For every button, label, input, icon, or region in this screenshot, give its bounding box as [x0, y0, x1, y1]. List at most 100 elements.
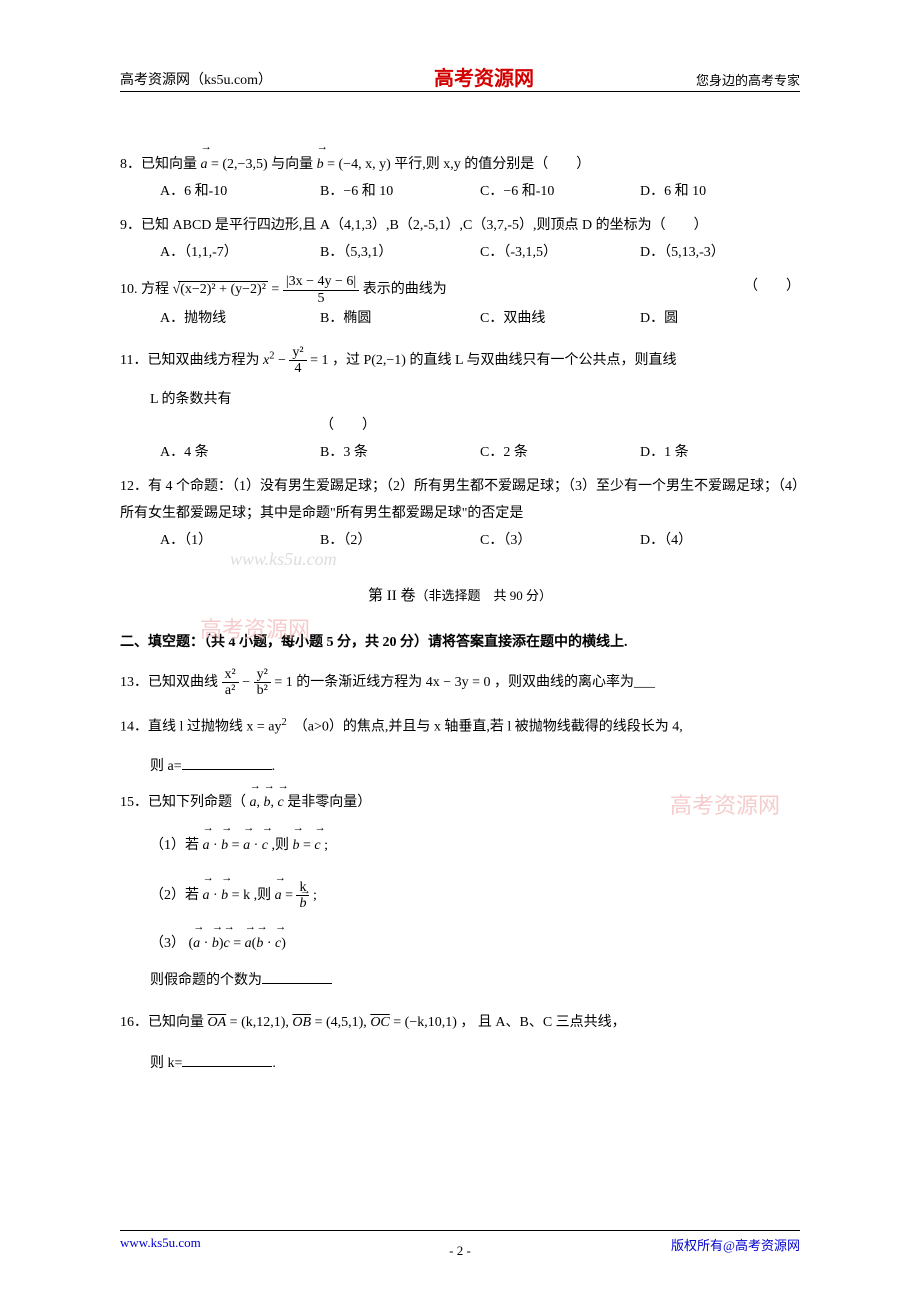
q15-p1-then: ,则: [271, 838, 292, 853]
p1-a1: a: [203, 833, 210, 860]
q13-num2: y²: [254, 667, 271, 683]
q8-options: A．6 和-10 B．−6 和 10 C．−6 和-10 D．6 和 10: [160, 179, 800, 206]
p1-a2: a: [243, 833, 250, 860]
q8-opt-a: A．6 和-10: [160, 179, 320, 206]
section-2-main: 第 II 卷: [368, 588, 416, 604]
sqrt-expr: (x−2)² + (y−2)²: [173, 277, 268, 304]
q10-eq: =: [271, 282, 282, 297]
q13-eq: = 1: [274, 675, 292, 690]
q11-den: 4: [289, 361, 306, 376]
q11-options: A．4 条 B．3 条 C．2 条 D．1 条: [160, 440, 800, 467]
q14-line1-post: （a>0）的焦点,并且与 x 轴垂直,若 l 被抛物线截得的线段长为 4,: [287, 720, 683, 735]
vec-OB: OB: [292, 1015, 311, 1030]
vec-a-15: a: [250, 790, 257, 817]
q13-stem-pre: 13．已知双曲线: [120, 675, 218, 690]
footer-url: www.ks5u.com: [120, 1235, 201, 1254]
q15-p2-k: = k ,则: [232, 888, 275, 903]
q9-opt-b: B．（5,3,1）: [320, 240, 480, 267]
q15-p2-end: ;: [313, 888, 317, 903]
p2-a2: a: [275, 883, 282, 910]
q12-opt-d: D．（4）: [640, 528, 800, 555]
p1-c1: c: [262, 833, 268, 860]
page-header: 高考资源网（ks5u.com） 高考资源网 您身边的高考专家: [120, 60, 800, 92]
p3-b2: b: [256, 931, 263, 958]
q15-stem-pre: 15．已知下列命题（: [120, 795, 246, 810]
q15-p2-pre: （2）若: [150, 888, 203, 903]
q16-ob-v: = (4,5,1),: [311, 1015, 370, 1030]
q10-num: |3x − 4y − 6|: [283, 274, 359, 290]
q11-opt-b: B．3 条: [320, 440, 480, 467]
q11-line2: L 的条数共有: [150, 392, 232, 407]
q8-stem-pre: 8．已知向量: [120, 157, 197, 172]
q13-stem-mid: 的一条渐近线方程为 4x − 3y = 0 ，则双曲线的离心率为___: [296, 675, 655, 690]
p2-b: b: [221, 883, 228, 910]
q11-num: y²: [289, 345, 306, 361]
q14-line1-pre: 14．直线 l 过抛物线 x = ay: [120, 720, 282, 735]
q12-opt-a: A．（1）: [160, 528, 320, 555]
q16-line2-wrap: 则 k=.: [150, 1051, 800, 1078]
q10-paren: （ ）: [744, 274, 800, 301]
header-left: 高考资源网（ks5u.com）: [120, 69, 272, 89]
vec-OA: OA: [208, 1015, 227, 1030]
q13-den1: a²: [222, 683, 239, 698]
header-center-logo-text: 高考资源网: [434, 62, 534, 91]
header-right: 您身边的高考专家: [696, 70, 800, 89]
q11-line2-wrap: L 的条数共有: [150, 387, 800, 414]
q15-p3-pre: （3）: [150, 936, 185, 951]
q16-oa-v: = (k,12,1),: [226, 1015, 292, 1030]
page-footer: www.ks5u.com - 2 - 版权所有@高考资源网: [120, 1230, 800, 1254]
p1-c2: c: [314, 833, 320, 860]
p3-a1: a: [193, 931, 200, 958]
q11-rhs: = 1: [310, 353, 328, 368]
q13-frac1: x² a²: [222, 667, 239, 699]
q12-options: A．（1） B．（2） C．（3） D．（4）: [160, 528, 800, 555]
q14-line2: 则 a=: [150, 759, 182, 774]
q15-p2-den: b: [296, 896, 309, 911]
q9-opt-a: A．（1,1,-7）: [160, 240, 320, 267]
q10-opt-b: B．椭圆: [320, 306, 480, 333]
q10-opt-c: C．双曲线: [480, 306, 640, 333]
q13-frac2: y² b²: [254, 667, 271, 699]
q8-stem-post: 平行,则 x,y 的值分别是（ ）: [394, 157, 590, 172]
q10-den: 5: [283, 291, 359, 306]
p3-b1: b: [212, 931, 219, 958]
q10-fraction: |3x − 4y − 6| 5: [283, 274, 359, 306]
q10-stem-post: 表示的曲线为: [363, 282, 447, 297]
q16-stem-pre: 16．已知向量: [120, 1015, 204, 1030]
p3-c1: c: [224, 931, 230, 958]
footer-copyright: 版权所有@高考资源网: [671, 1235, 800, 1254]
question-15: 15．已知下列命题（ a, b, c 是非零向量） 高考资源网 （1）若 a ·…: [120, 790, 800, 994]
q11-x2-sup: 2: [269, 350, 274, 361]
section-2-sub: （非选择题 共 90 分）: [415, 588, 552, 603]
question-10: 10. 方程 (x−2)² + (y−2)² = |3x − 4y − 6| 5…: [120, 274, 800, 332]
vector-a: a: [201, 152, 208, 179]
q11-paren: （ ）: [320, 413, 800, 440]
q8-opt-d: D．6 和 10: [640, 179, 800, 206]
vec-OC: OC: [370, 1015, 389, 1030]
q10-stem-pre: 10. 方程: [120, 282, 169, 297]
q16-oc-v: = (−k,10,1): [390, 1015, 457, 1030]
p3-a2: a: [245, 931, 252, 958]
q15-p2: （2）若 a · b = k ,则 a = k b ;: [150, 880, 800, 912]
q10-opt-a: A．抛物线: [160, 306, 320, 333]
q13-minus: −: [242, 675, 253, 690]
q9-options: A．（1,1,-7） B．（5,3,1） C．（-3,1,5） D．（5,13,…: [160, 240, 800, 267]
section-2-title: 第 II 卷（非选择题 共 90 分） 高考资源网: [120, 584, 800, 605]
q12-opt-b: B．（2）: [320, 528, 480, 555]
q12-stem: 12．有 4 个命题：（1）没有男生爱踢足球；（2）所有男生都不爱踢足球；（3）…: [120, 479, 799, 521]
q13-den2: b²: [254, 683, 271, 698]
question-13: 13．已知双曲线 x² a² − y² b² = 1 的一条渐近线方程为 4x …: [120, 667, 800, 699]
q11-opt-c: C．2 条: [480, 440, 640, 467]
q9-opt-c: C．（-3,1,5）: [480, 240, 640, 267]
q12-opt-c: C．（3）: [480, 528, 640, 555]
q16-line2: 则 k=: [150, 1056, 182, 1071]
p1-b2: b: [292, 833, 299, 860]
q16-blank: [182, 1052, 272, 1067]
footer-page-num: - 2 -: [449, 1243, 471, 1259]
q11-opt-a: A．4 条: [160, 440, 320, 467]
q8-a-val: = (2,−3,5): [211, 157, 268, 172]
p1-b1: b: [221, 833, 228, 860]
q10-options: A．抛物线 B．椭圆 C．双曲线 D．圆: [160, 306, 800, 333]
question-16: 16．已知向量 OA = (k,12,1), OB = (4,5,1), OC …: [120, 1010, 800, 1077]
q8-mid: 与向量: [271, 157, 313, 172]
